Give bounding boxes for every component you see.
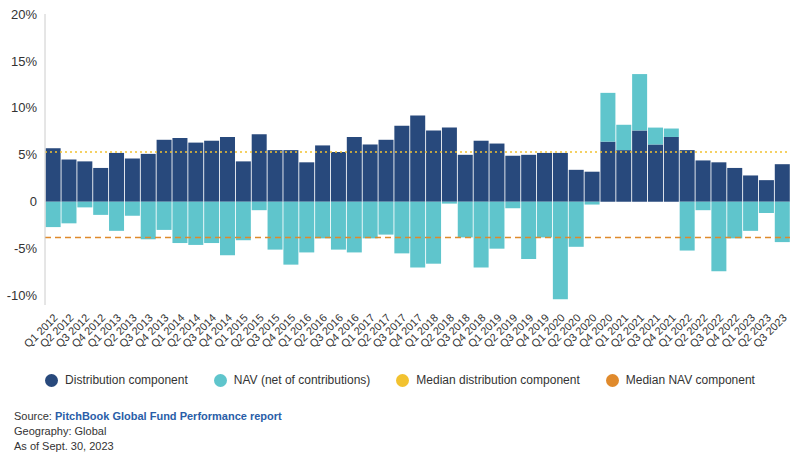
svg-text:Q3 2022: Q3 2022 bbox=[687, 311, 726, 350]
svg-text:-5%: -5% bbox=[14, 241, 38, 256]
svg-text:10%: 10% bbox=[11, 100, 37, 115]
html-text:NAV (net of contributions): NAV (net of contributions) bbox=[233, 373, 371, 387]
svg-text:Q1 2018: Q1 2018 bbox=[402, 311, 441, 350]
svg-text:Q3 2020: Q3 2020 bbox=[560, 311, 599, 350]
svg-text:Q4 2015: Q4 2015 bbox=[259, 311, 298, 350]
svg-text:Q1 2022: Q1 2022 bbox=[655, 311, 694, 350]
svg-text:Q2 2015: Q2 2015 bbox=[227, 311, 266, 350]
svg-text:Q1 2012: Q1 2012 bbox=[21, 311, 60, 350]
svg-text:Q1 2019: Q1 2019 bbox=[465, 311, 504, 350]
html-text:Source: PitchBook Global Fund: Source: PitchBook Global Fund Performanc… bbox=[14, 410, 282, 422]
html-text:Median distribution component: Median distribution component bbox=[416, 373, 580, 387]
html-text:As of Sept. 30, 2023: As of Sept. 30, 2023 bbox=[14, 440, 114, 452]
svg-text:Q4 2012: Q4 2012 bbox=[69, 311, 108, 350]
svg-text:Q4 2021: Q4 2021 bbox=[639, 311, 679, 350]
svg-text:-10%: -10% bbox=[8, 288, 37, 303]
svg-text:Q3 2021: Q3 2021 bbox=[623, 311, 663, 350]
svg-text:Q4 2016: Q4 2016 bbox=[322, 311, 361, 350]
svg-text:Q2 2019: Q2 2019 bbox=[481, 311, 520, 350]
svg-text:Q3 2015: Q3 2015 bbox=[243, 311, 282, 350]
svg-text:Q3 2019: Q3 2019 bbox=[497, 311, 536, 350]
svg-text:Q1 2015: Q1 2015 bbox=[211, 311, 251, 350]
svg-text:Q4 2019: Q4 2019 bbox=[512, 311, 552, 350]
svg-text:Q2 2021: Q2 2021 bbox=[608, 311, 647, 350]
svg-text:Q3 2017: Q3 2017 bbox=[370, 311, 409, 350]
svg-text:Q4 2017: Q4 2017 bbox=[386, 311, 425, 350]
svg-text:Q3 2018: Q3 2018 bbox=[433, 311, 472, 350]
svg-text:Q3 2012: Q3 2012 bbox=[53, 311, 92, 350]
svg-text:Q3 2016: Q3 2016 bbox=[306, 311, 346, 350]
svg-text:Q2 2013: Q2 2013 bbox=[100, 311, 140, 350]
svg-text:Q1 2014: Q1 2014 bbox=[148, 311, 187, 350]
svg-text:5%: 5% bbox=[18, 147, 37, 162]
svg-text:0: 0 bbox=[30, 194, 37, 209]
svg-text:Q2 2017: Q2 2017 bbox=[354, 311, 393, 350]
svg-text:Q4 2013: Q4 2013 bbox=[132, 311, 171, 350]
svg-text:Q4 2014: Q4 2014 bbox=[195, 311, 235, 350]
html-text:Median NAV component: Median NAV component bbox=[625, 373, 755, 387]
html-text:Distribution component: Distribution component bbox=[65, 373, 188, 387]
svg-text:Q1 2016: Q1 2016 bbox=[275, 311, 314, 350]
svg-text:Q1 2020: Q1 2020 bbox=[528, 311, 568, 350]
svg-text:Q3 2023: Q3 2023 bbox=[751, 311, 789, 349]
html-text:Geography: Global: Geography: Global bbox=[14, 425, 107, 437]
svg-text:Q2 2020: Q2 2020 bbox=[544, 311, 583, 350]
svg-text:Q1 2017: Q1 2017 bbox=[338, 311, 377, 350]
svg-text:Q2 2018: Q2 2018 bbox=[417, 311, 457, 350]
svg-text:Q2 2022: Q2 2022 bbox=[671, 311, 710, 350]
svg-text:Q4 2018: Q4 2018 bbox=[449, 311, 488, 350]
svg-text:Q3 2014: Q3 2014 bbox=[180, 311, 219, 350]
svg-text:Q4 2020: Q4 2020 bbox=[576, 311, 615, 350]
svg-text:Q4 2022: Q4 2022 bbox=[703, 311, 742, 350]
svg-text:Q2 2012: Q2 2012 bbox=[37, 311, 76, 350]
svg-text:Q2 2016: Q2 2016 bbox=[291, 311, 330, 350]
svg-text:Q2 2014: Q2 2014 bbox=[164, 311, 203, 350]
svg-text:Q1 2023: Q1 2023 bbox=[719, 311, 758, 350]
svg-text:20%: 20% bbox=[11, 7, 37, 22]
svg-text:Q2 2023: Q2 2023 bbox=[734, 311, 774, 350]
svg-text:15%: 15% bbox=[11, 54, 37, 69]
svg-text:Q1 2013: Q1 2013 bbox=[84, 311, 124, 350]
svg-text:Q1 2021: Q1 2021 bbox=[592, 311, 631, 350]
svg-text:Q3 2013: Q3 2013 bbox=[116, 311, 155, 350]
